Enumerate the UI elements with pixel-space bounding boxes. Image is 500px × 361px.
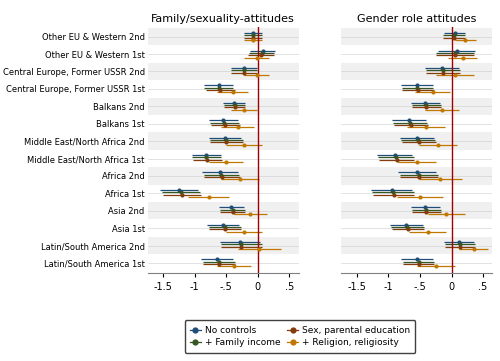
Bar — [341, 167, 492, 184]
Title: Gender role attitudes: Gender role attitudes — [357, 13, 476, 23]
Bar — [148, 28, 299, 45]
Bar — [341, 202, 492, 219]
Bar — [341, 132, 492, 150]
Bar — [148, 97, 299, 115]
Bar — [341, 63, 492, 80]
Bar — [341, 28, 492, 45]
Bar — [148, 132, 299, 150]
Bar — [148, 63, 299, 80]
Bar — [148, 237, 299, 254]
Bar — [341, 237, 492, 254]
Title: Family/sexuality-attitudes: Family/sexuality-attitudes — [152, 13, 295, 23]
Bar — [341, 97, 492, 115]
Legend: No controls, + Family income, Sex, parental education, + Religion, religiosity: No controls, + Family income, Sex, paren… — [184, 321, 416, 353]
Bar — [148, 202, 299, 219]
Bar — [148, 167, 299, 184]
